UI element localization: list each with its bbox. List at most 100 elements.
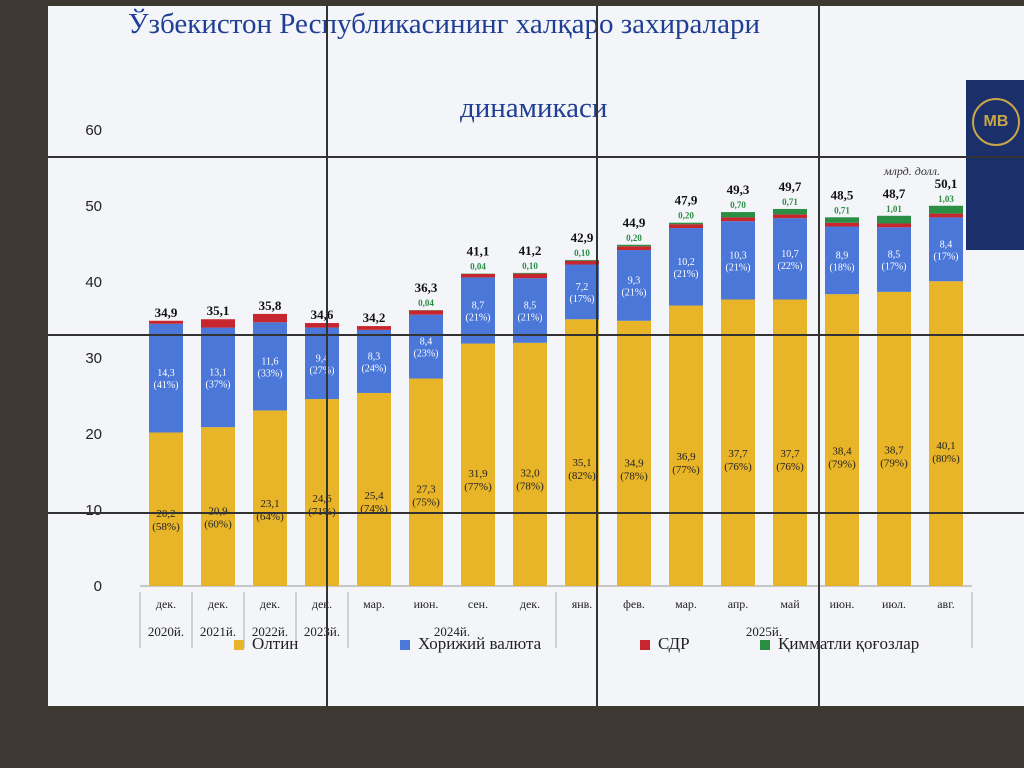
x-tick-label: фев. [623, 597, 645, 611]
year-group-label: 2022й. [252, 624, 288, 639]
gold-value-label: 38,7 [884, 445, 904, 457]
bar-segment [617, 246, 651, 251]
gold-value-label: 35,1 [572, 457, 591, 469]
unit-label: млрд. долл. [883, 164, 940, 178]
currency-share-label: (21%) [622, 287, 647, 298]
y-tick-label: 40 [85, 274, 102, 291]
bar-segment [149, 320, 183, 324]
currency-share-label: (27%) [310, 365, 335, 376]
total-value-label: 49,7 [779, 179, 802, 194]
currency-share-label: (17%) [570, 294, 595, 305]
bar-segment [929, 217, 963, 282]
x-tick-label: сен. [468, 597, 488, 611]
currency-share-label: (41%) [154, 380, 179, 391]
y-tick-label: 10 [85, 502, 102, 519]
gold-value-label: 27,3 [416, 484, 436, 496]
year-group-label: 2023й. [304, 624, 340, 639]
gold-share-label: (76%) [724, 461, 752, 473]
securities-value-label: 1,01 [886, 204, 902, 214]
currency-value-label: 7,2 [576, 282, 589, 293]
currency-share-label: (24%) [362, 363, 387, 374]
currency-value-label: 8,3 [368, 351, 381, 362]
currency-value-label: 8,4 [420, 337, 433, 348]
gold-value-label: 40,1 [936, 440, 955, 452]
securities-value-label: 0,71 [834, 205, 850, 215]
currency-value-label: 10,2 [677, 257, 695, 268]
gold-share-label: (82%) [568, 470, 596, 482]
gold-value-label: 32,0 [520, 468, 540, 480]
bar-segment [149, 323, 183, 433]
bar-segment [357, 326, 391, 330]
currency-value-label: 9,4 [316, 353, 329, 364]
currency-value-label: 8,5 [888, 250, 901, 261]
chart-title-line2: динамикаси [460, 92, 608, 124]
x-tick-label: июн. [830, 597, 855, 611]
x-tick-label: янв. [572, 597, 593, 611]
bar-segment [669, 224, 703, 229]
y-tick-label: 30 [85, 350, 102, 367]
gold-share-label: (60%) [204, 519, 232, 531]
securities-value-label: 1,03 [938, 194, 954, 204]
gold-share-label: (74%) [360, 503, 388, 515]
currency-share-label: (18%) [830, 262, 855, 273]
bar-segment [461, 277, 495, 344]
bar-segment [513, 342, 547, 586]
gold-value-label: 34,9 [624, 458, 644, 470]
x-tick-label: июн. [414, 597, 439, 611]
total-value-label: 41,1 [467, 244, 490, 259]
x-tick-label: авг. [937, 597, 955, 611]
securities-value-label: 0,71 [782, 197, 798, 207]
bar-segment [253, 313, 287, 323]
reserves-chart: 010203040506020,2(58%)14,3(41%)34,9дек.2… [85, 122, 973, 648]
securities-value-label: 0,04 [418, 298, 434, 308]
total-value-label: 50,1 [935, 176, 958, 191]
total-value-label: 47,9 [675, 193, 698, 208]
bar-segment [669, 222, 703, 225]
bar-segment [149, 432, 183, 586]
securities-value-label: 0,10 [574, 248, 590, 258]
legend-item-sdr: СДР [640, 634, 690, 654]
currency-share-label: (21%) [466, 313, 491, 324]
bar-segment [357, 392, 391, 586]
bar-segment [721, 212, 755, 218]
gold-value-label: 23,1 [260, 498, 279, 510]
currency-share-label: (21%) [674, 269, 699, 280]
securities-value-label: 0,10 [522, 261, 538, 271]
year-group-label: 2024й. [434, 624, 470, 639]
currency-share-label: (17%) [934, 251, 959, 262]
legend-item-currency: Хорижий валюта [400, 634, 541, 654]
bar-segment [305, 327, 339, 400]
currency-value-label: 10,7 [781, 249, 799, 260]
bar-segment [305, 323, 339, 328]
x-tick-label: май [780, 597, 800, 611]
year-group-label: 2025й. [746, 624, 782, 639]
total-value-label: 34,6 [311, 307, 334, 322]
bar-segment [461, 273, 495, 278]
currency-share-label: (22%) [778, 261, 803, 272]
bar-segment [253, 322, 287, 411]
total-value-label: 48,5 [831, 187, 854, 202]
currency-value-label: 8,4 [940, 239, 953, 250]
x-tick-label: апр. [728, 597, 749, 611]
legend-label-currency: Хорижий валюта [418, 634, 542, 653]
bar-segment [825, 217, 859, 223]
bar-segment [565, 319, 599, 586]
screen-seam [596, 6, 598, 706]
bar-segment [409, 378, 443, 586]
bar-segment [721, 299, 755, 586]
bar-segment [565, 260, 599, 265]
bar-segment [201, 427, 235, 586]
currency-value-label: 14,3 [157, 368, 175, 379]
gold-value-label: 38,4 [832, 446, 852, 458]
currency-value-label: 11,6 [261, 356, 278, 367]
currency-share-label: (17%) [882, 262, 907, 273]
display-wall: Ўзбекистон Республикасининг халқаро захи… [48, 6, 1024, 706]
x-tick-label: июл. [882, 597, 906, 611]
legend-swatch-gold [234, 640, 244, 651]
currency-value-label: 10,3 [729, 250, 747, 261]
bar-segment [357, 329, 391, 393]
gold-share-label: (58%) [152, 521, 180, 533]
bar-segment [669, 228, 703, 306]
bar-segment [513, 273, 547, 279]
gold-share-label: (80%) [932, 453, 960, 465]
